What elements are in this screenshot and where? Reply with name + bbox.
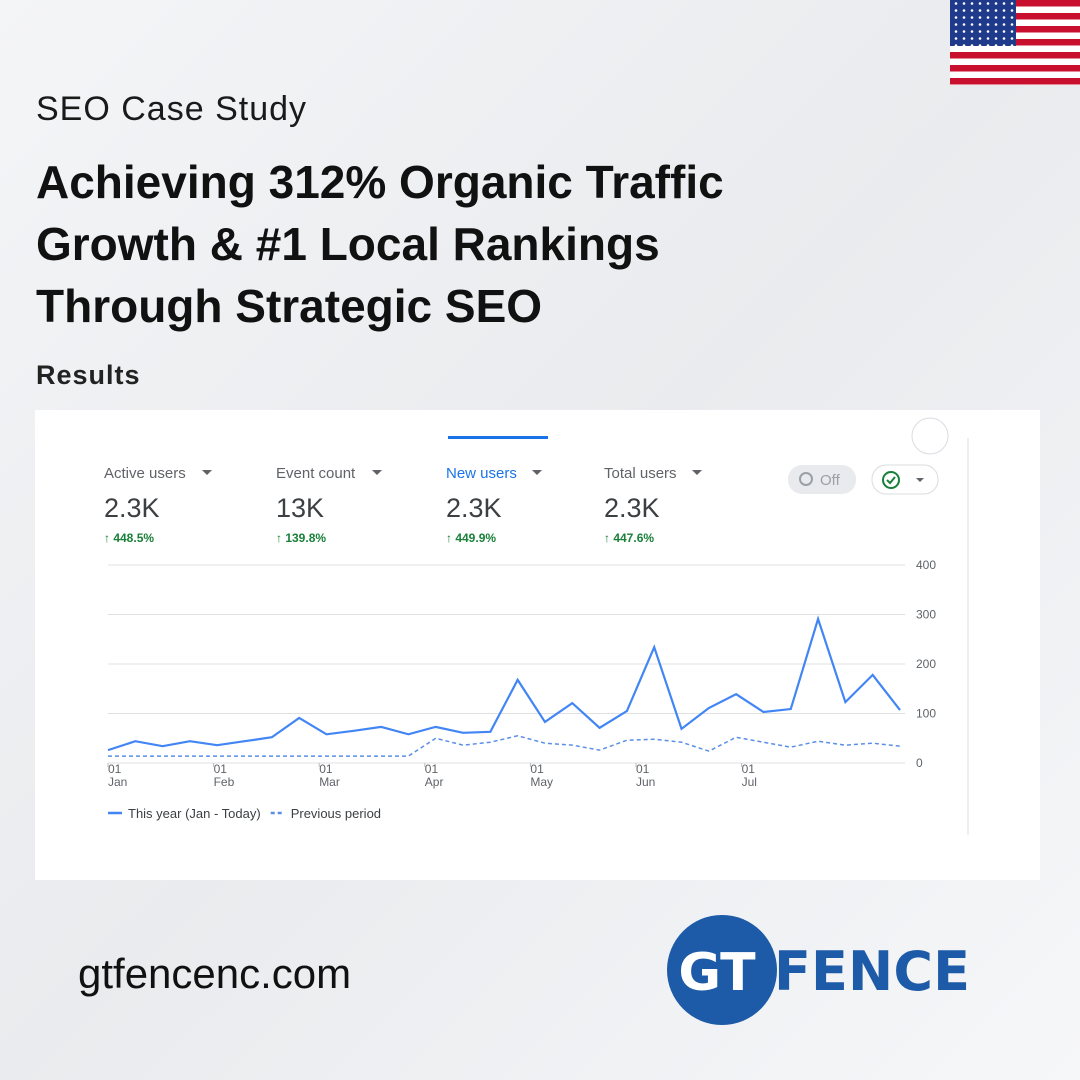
website: gtfencenc.com [78,950,351,997]
active-tab-indicator [448,436,548,439]
logo-mark: GT [678,943,756,1003]
toggle-label: Off [820,472,841,489]
section-label: Results [36,360,141,390]
y-tick-label: 0 [916,756,923,770]
title-line: Achieving 312% Organic Traffic [36,156,724,208]
x-tick-day: 01 [636,762,650,776]
metrics: Active users 2.3K ↑ 448.5% Event count 1… [104,465,702,545]
x-tick-day: 01 [425,762,439,776]
metric-label[interactable]: Event count [276,465,356,482]
x-tick-month: Jul [742,775,757,789]
y-tick-label: 400 [916,558,936,572]
legend-label: This year (Jan - Today) [128,806,261,821]
series-line [108,735,901,757]
us-flag [950,0,1080,85]
logo-word: FENCE [774,940,970,1003]
search-button[interactable] [911,417,949,455]
metric-change: ↑ 448.5% [104,531,154,545]
metric-label[interactable]: Total users [604,465,677,482]
legend-label: Previous period [291,806,381,821]
metric-change: ↑ 139.8% [276,531,326,545]
metric-change: ↑ 447.6% [604,531,654,545]
x-tick-month: Jun [636,775,655,789]
metric-value: 13K [276,493,324,523]
series-line [107,615,901,752]
metric-value: 2.3K [604,493,660,523]
x-tick-day: 01 [108,762,122,776]
metric-value: 2.3K [446,493,502,523]
kicker: SEO Case Study [36,90,307,128]
metric-change: ↑ 449.9% [446,531,496,545]
line-chart: 010020030040001Jan01Feb01Mar01Apr01May01… [107,558,936,789]
compare-toggle[interactable]: Off [788,465,856,494]
y-tick-label: 200 [916,657,936,671]
metric-value: 2.3K [104,493,160,523]
metric-label[interactable]: New users [446,465,517,482]
analytics-panel [35,410,1040,880]
x-tick-month: May [530,775,553,789]
x-tick-month: Apr [425,775,444,789]
legend: This year (Jan - Today) Previous period [108,806,381,821]
x-tick-day: 01 [742,762,756,776]
x-tick-month: Feb [214,775,235,789]
metric-label[interactable]: Active users [104,465,186,482]
title-line: Growth & #1 Local Rankings [36,218,660,270]
y-tick-label: 100 [916,707,936,721]
status-button[interactable] [871,464,939,495]
title-line: Through Strategic SEO [36,280,542,332]
x-tick-day: 01 [530,762,544,776]
y-tick-label: 300 [916,608,936,622]
x-tick-month: Jan [108,775,127,789]
x-tick-day: 01 [319,762,333,776]
x-tick-month: Mar [319,775,340,789]
x-tick-day: 01 [214,762,228,776]
logo: GT FENCE [667,915,970,1025]
